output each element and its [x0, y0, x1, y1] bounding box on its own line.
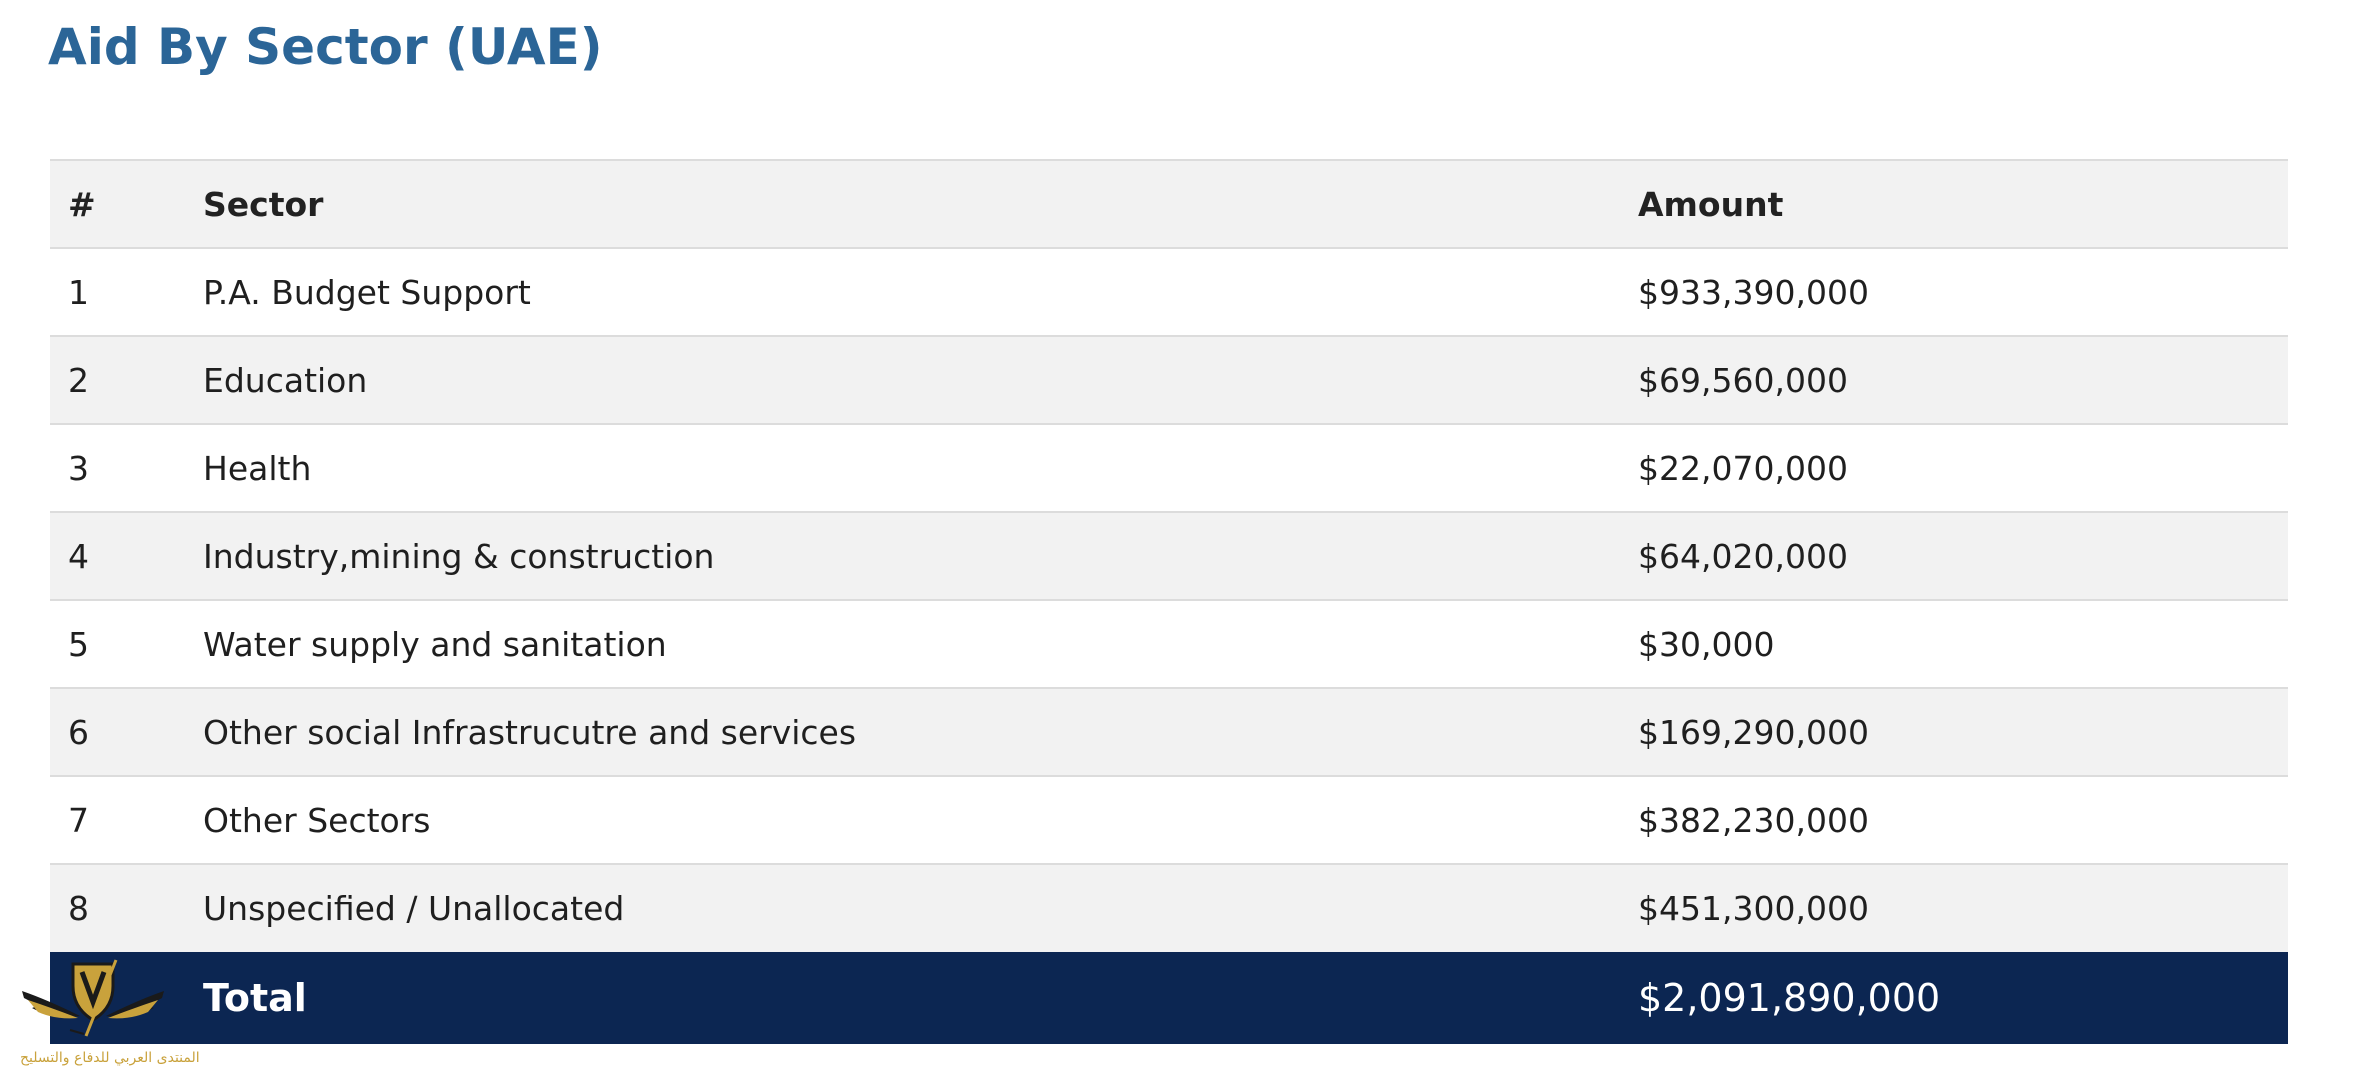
row-num: 1	[50, 247, 185, 336]
row-amount: $64,020,000	[1620, 511, 2288, 600]
total-label: Total	[185, 952, 1620, 1044]
table-row: 1 P.A. Budget Support $933,390,000	[50, 247, 2288, 336]
column-header-amount: Amount	[1620, 159, 2288, 248]
row-num: 8	[50, 863, 185, 952]
logo-caption: المنتدى العربي للدفاع والتسليح	[20, 1050, 200, 1066]
table-row: 3 Health $22,070,000	[50, 423, 2288, 512]
row-amount: $169,290,000	[1620, 687, 2288, 776]
table-row: 7 Other Sectors $382,230,000	[50, 775, 2288, 864]
row-sector: P.A. Budget Support	[185, 247, 1620, 336]
row-num: 3	[50, 423, 185, 512]
column-header-num: #	[50, 159, 185, 248]
row-amount: $22,070,000	[1620, 423, 2288, 512]
row-num: 5	[50, 599, 185, 688]
table-total-row: Total $2,091,890,000	[50, 952, 2288, 1044]
row-sector: Other Sectors	[185, 775, 1620, 864]
row-sector: Education	[185, 335, 1620, 424]
table-row: 4 Industry,mining & construction $64,020…	[50, 511, 2288, 600]
row-num: 6	[50, 687, 185, 776]
total-amount: $2,091,890,000	[1620, 952, 2288, 1044]
row-num: 4	[50, 511, 185, 600]
table-row: 2 Education $69,560,000	[50, 335, 2288, 424]
table-row: 6 Other social Infrastrucutre and servic…	[50, 687, 2288, 776]
table-header-row: # Sector Amount	[50, 159, 2288, 248]
row-amount: $451,300,000	[1620, 863, 2288, 952]
table-row: 5 Water supply and sanitation $30,000	[50, 599, 2288, 688]
table-row: 8 Unspecified / Unallocated $451,300,000	[50, 863, 2288, 952]
row-amount: $382,230,000	[1620, 775, 2288, 864]
shield-wings-logo-icon	[22, 959, 164, 1037]
row-sector: Water supply and sanitation	[185, 599, 1620, 688]
aid-by-sector-table: # Sector Amount 1 P.A. Budget Support $9…	[50, 159, 2288, 1044]
row-sector: Unspecified / Unallocated	[185, 863, 1620, 952]
row-sector: Industry,mining & construction	[185, 511, 1620, 600]
row-num: 2	[50, 335, 185, 424]
column-header-sector: Sector	[185, 159, 1620, 248]
row-sector: Other social Infrastrucutre and services	[185, 687, 1620, 776]
page-title: Aid By Sector (UAE)	[48, 18, 603, 76]
row-amount: $933,390,000	[1620, 247, 2288, 336]
row-amount: $69,560,000	[1620, 335, 2288, 424]
row-sector: Health	[185, 423, 1620, 512]
row-num: 7	[50, 775, 185, 864]
row-amount: $30,000	[1620, 599, 2288, 688]
